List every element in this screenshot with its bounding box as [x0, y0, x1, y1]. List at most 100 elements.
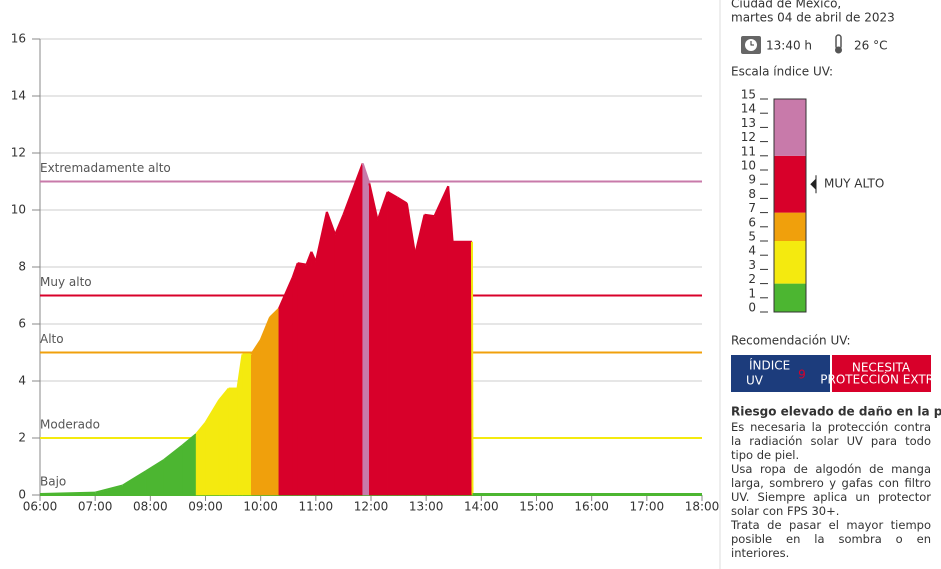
area-edge [145, 458, 165, 473]
area-segment [297, 263, 307, 496]
scale-label: 10 [741, 159, 756, 173]
area-edge [361, 163, 371, 184]
badge-uv [731, 355, 830, 392]
area-segment [369, 184, 378, 496]
advice-paragraph: Trata de pasar el mayor tiempo posible e… [731, 518, 931, 560]
area-segment [269, 309, 280, 496]
x-tick-label: 12:00 [354, 500, 389, 514]
area-segment [228, 389, 238, 496]
area-edge [342, 163, 364, 216]
badge-line: NECESITA [852, 361, 911, 375]
area-edge [39, 491, 96, 495]
y-tick-label: 16 [11, 32, 26, 46]
scale-band [774, 212, 806, 241]
scale-pointer [810, 175, 817, 194]
area-segment [278, 278, 293, 496]
area-edge [277, 276, 294, 310]
place: Ciudad de México, [731, 0, 841, 11]
area-edge [424, 213, 435, 218]
scale-label: 14 [741, 102, 756, 116]
area-edge [291, 262, 299, 278]
level-label: Moderado [40, 418, 100, 432]
y-tick-label: 10 [11, 203, 26, 217]
area-segment [387, 192, 398, 496]
scale-band [774, 155, 806, 213]
date: martes 04 de abril de 2023 [731, 11, 895, 25]
y-tick-label: 6 [18, 317, 26, 331]
area-edge [236, 354, 244, 389]
area-edge [325, 211, 337, 235]
area-edge [250, 339, 262, 355]
time: 13:40 h [766, 39, 812, 53]
area-segment [334, 215, 344, 496]
area-segment [362, 164, 370, 496]
level-label: Alto [40, 332, 64, 346]
level-label: Muy alto [40, 275, 92, 289]
clock-icon [741, 36, 761, 54]
scale-label: 7 [748, 201, 756, 215]
level-label: Bajo [40, 475, 66, 489]
area-segment [292, 264, 298, 496]
area-edge [470, 241, 474, 495]
x-tick-label: 11:00 [299, 500, 334, 514]
scale-label: 0 [748, 301, 756, 315]
area-segment [343, 164, 364, 496]
area-edge [218, 387, 230, 401]
area-edge [195, 422, 207, 435]
badge-value: 9 [798, 368, 806, 382]
badge-message [832, 355, 931, 392]
scale-band [774, 99, 806, 156]
area-edge [305, 251, 313, 265]
x-tick-label: 06:00 [23, 500, 58, 514]
scale-label: 9 [748, 173, 756, 187]
scale-label: 11 [741, 144, 756, 158]
scale-title: Escala índice UV: [731, 65, 833, 79]
area-edge [433, 185, 450, 217]
badge-small: ÍNDICE [749, 358, 790, 373]
scale-band [774, 283, 806, 312]
badge-line: PROTECCIÓN EXTRA [820, 372, 941, 387]
area-segment [205, 399, 220, 496]
area-segment [311, 252, 317, 496]
area-segment [218, 388, 229, 496]
area-segment [326, 212, 336, 496]
x-tick-label: 16:00 [574, 500, 609, 514]
scale-band [774, 241, 806, 284]
y-tick-label: 0 [18, 488, 26, 502]
scale-label: 5 [748, 230, 756, 244]
x-tick-label: 17:00 [630, 500, 665, 514]
area-edge [314, 211, 328, 262]
area-segment [452, 242, 473, 496]
area-segment [250, 340, 261, 496]
scale-label: 2 [748, 272, 756, 286]
recommendation-title: Recomendación UV: [731, 334, 851, 348]
area-edge [122, 470, 147, 487]
area-edge [269, 308, 280, 319]
scale-current: MUY ALTO [824, 177, 884, 191]
scale-frame [773, 98, 807, 313]
area-edge [204, 399, 221, 424]
area-segment [242, 355, 252, 496]
y-tick-label: 14 [11, 89, 26, 103]
level-label: Extremadamente alto [40, 161, 171, 175]
x-tick-label: 18:00 [685, 500, 720, 514]
risk-title: Riesgo elevado de daño en la piel [731, 405, 941, 419]
advice-paragraph: Usa ropa de algodón de manga larga, somb… [731, 462, 931, 518]
x-tick-label: 14:00 [464, 500, 499, 514]
x-tick-label: 09:00 [188, 500, 223, 514]
y-tick-label: 2 [18, 431, 26, 445]
scale-label: 12 [741, 130, 756, 144]
area-edge [310, 251, 317, 263]
area-edge [376, 191, 389, 221]
area-segment [414, 215, 425, 496]
thermometer-icon [835, 34, 842, 54]
scale-label: 3 [748, 258, 756, 272]
area-edge [414, 214, 426, 255]
area-segment [260, 318, 271, 496]
scale-label: 8 [748, 187, 756, 201]
y-tick-label: 12 [11, 146, 26, 160]
area-segment [424, 215, 435, 496]
area-edge [387, 191, 398, 199]
